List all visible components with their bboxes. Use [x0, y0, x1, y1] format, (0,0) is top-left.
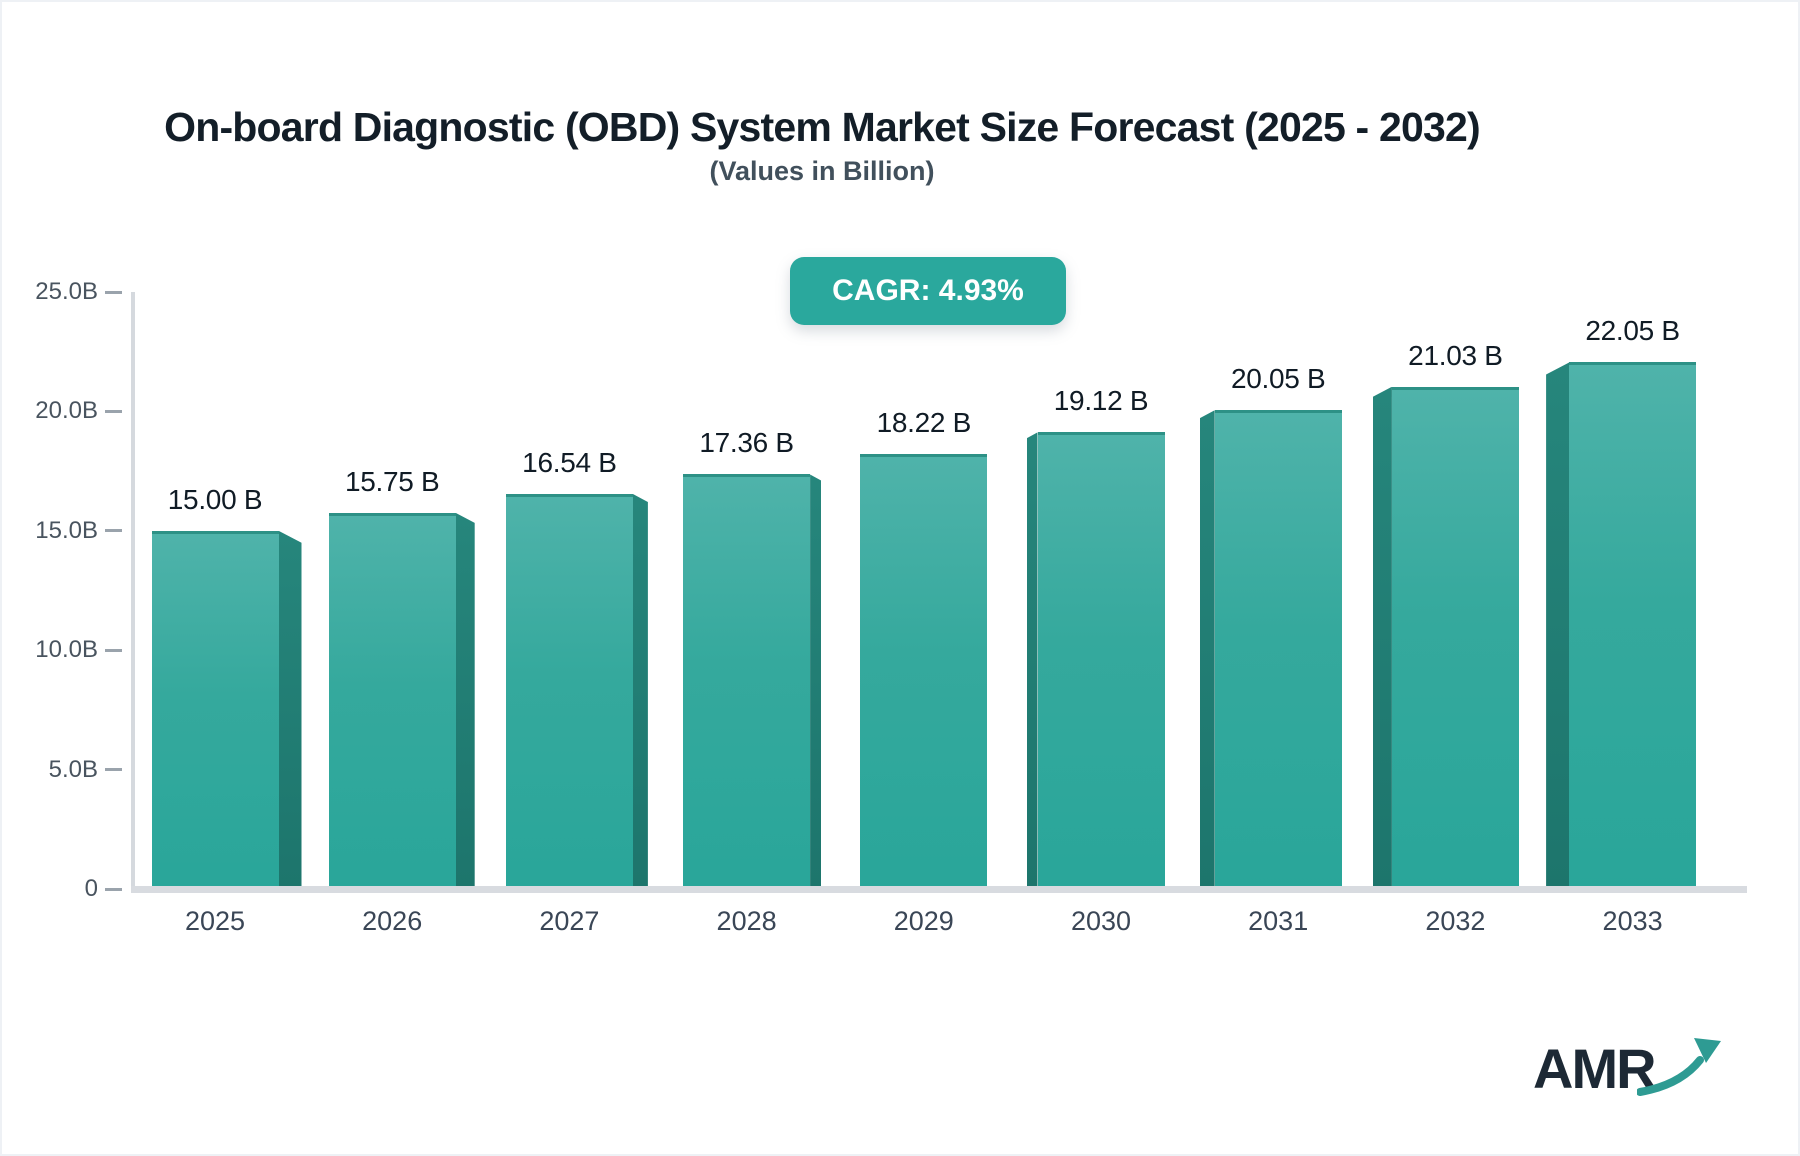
x-axis-label: 2026 [362, 906, 423, 936]
cagr-badge: CAGR: 4.93% [790, 257, 1066, 325]
y-tick-mark [105, 887, 122, 891]
bar [1214, 410, 1342, 889]
amr-logo-text: AMR [1533, 1037, 1657, 1100]
bar-side-face [1546, 362, 1570, 889]
x-axis-label: 2030 [1070, 906, 1132, 936]
bar [860, 453, 988, 889]
x-axis-label: 2029 [893, 906, 954, 936]
x-axis-label: 2031 [1248, 906, 1309, 936]
bar-side-face [1372, 386, 1392, 889]
bar [1037, 432, 1165, 889]
bar-value-label: 20.05 B [1230, 363, 1326, 395]
bar [151, 530, 279, 889]
bar-value-label: 19.12 B [1053, 385, 1149, 417]
x-axis-line [131, 886, 1747, 893]
bar-side-face [1199, 410, 1215, 889]
x-axis-label: 2032 [1425, 906, 1486, 936]
x-axis-label: 2025 [184, 906, 246, 936]
y-tick-label: 25.0B [35, 278, 98, 305]
bar-side-face [278, 530, 302, 889]
chart-subtitle: (Values in Billion) [709, 156, 935, 186]
growth-arrow-icon [1636, 1038, 1721, 1096]
y-tick-mark [105, 648, 122, 652]
bar [683, 474, 811, 889]
y-tick-label: 5.0B [48, 755, 98, 783]
y-tick-label: 10.0B [35, 636, 98, 664]
x-axis-label: 2033 [1602, 906, 1663, 936]
bar-side-face [632, 494, 648, 889]
x-axis-label: 2028 [716, 906, 777, 936]
bar-value-label: 18.22 B [876, 406, 972, 438]
bar [1391, 386, 1519, 889]
bar-value-label: 22.05 B [1585, 315, 1680, 347]
bar-value-label: 16.54 B [522, 447, 617, 479]
y-tick-label: 0 [84, 875, 98, 902]
bar-value-label: 15.75 B [344, 465, 440, 497]
bar [505, 494, 633, 889]
bar [1569, 362, 1697, 889]
x-axis-label: 2027 [539, 906, 600, 936]
y-tick-label: 15.0B [35, 516, 98, 544]
y-tick-label: 20.0B [35, 397, 98, 425]
bar [328, 512, 456, 889]
y-tick-mark [105, 768, 122, 772]
chart-title: On-board Diagnostic (OBD) System Market … [164, 104, 1481, 150]
bar-value-label: 17.36 B [699, 427, 794, 459]
bar-side-face [810, 474, 822, 889]
y-tick-mark [105, 409, 122, 413]
bar-value-label: 15.00 B [167, 483, 263, 515]
amr-logo: AMR [1533, 1036, 1723, 1097]
y-tick-mark [105, 290, 122, 294]
bar-value-label: 21.03 B [1408, 339, 1503, 371]
bar-side-face [1026, 432, 1038, 889]
y-axis-line [131, 292, 135, 889]
y-tick-mark [105, 529, 122, 533]
bar-side-face [455, 512, 475, 889]
